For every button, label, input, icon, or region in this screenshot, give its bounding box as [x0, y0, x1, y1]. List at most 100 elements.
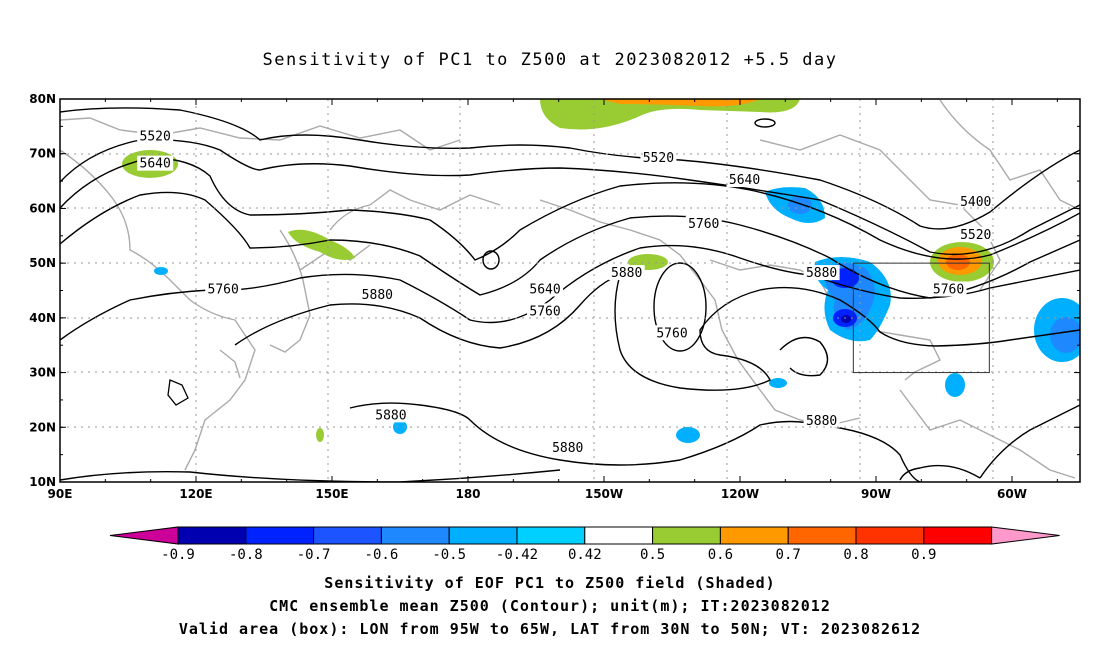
- contour-label-bg: [205, 281, 242, 297]
- contour-label: 5880: [806, 414, 837, 429]
- longitude-label: 120E: [179, 487, 212, 501]
- colorbar-box: [448, 526, 518, 545]
- contour-label: 5880: [375, 408, 406, 423]
- colorbar-label: -0.6: [365, 547, 399, 563]
- map-title: Sensitivity of PC1 to Z500 at 2023082012…: [262, 50, 838, 70]
- contour-label-bg: [957, 226, 994, 242]
- colorbar-label: 0.5: [640, 547, 665, 563]
- shade-negative-us-core3: [841, 315, 851, 323]
- colorbar-box: [719, 526, 789, 545]
- contour-label: 5880: [806, 266, 837, 281]
- contour-label: 5880: [552, 441, 583, 456]
- colorbar-box: [787, 526, 857, 545]
- caption-valid-area: Valid area (box): LON from 95W to 65W, L…: [178, 620, 922, 638]
- shade-positive-arctic-core: [600, 99, 760, 107]
- contour-label: 5760: [208, 283, 239, 298]
- latitude-label: 40N: [29, 311, 56, 325]
- colorbar-label: -0.5: [432, 547, 466, 563]
- colorbar-box: [245, 526, 315, 545]
- contour-label: 5400: [960, 195, 991, 210]
- shade-negative-pacific-small: [393, 420, 407, 434]
- contour-label-bg: [930, 281, 967, 297]
- contour-label-bg: [549, 440, 586, 456]
- latitude-label: 70N: [29, 147, 56, 161]
- contour-label: 5760: [688, 217, 719, 232]
- coastlines: [60, 99, 1080, 479]
- colorbar-label: 0.6: [708, 547, 733, 563]
- longitude-label: 120W: [721, 487, 759, 501]
- colorbar-box: [380, 526, 450, 545]
- latitude-label: 20N: [29, 420, 56, 434]
- contour-label-bg: [803, 412, 840, 428]
- shade-positive-japan: [288, 229, 355, 260]
- contour-label: 5760: [529, 304, 560, 319]
- contour-label-bg: [957, 193, 994, 209]
- shade-positive-small: [316, 428, 324, 442]
- contour-label-bg: [137, 155, 174, 171]
- shade-negative-pacific: [676, 427, 700, 443]
- colorbar-over-triangle: [991, 526, 1060, 545]
- longitude-labels: 90E 120E 150E 180 150W 120W 90W 60W: [48, 487, 1027, 501]
- colorbar-under-triangle: [109, 526, 179, 545]
- longitude-label: 150E: [315, 487, 348, 501]
- contour-label: 5640: [729, 173, 760, 188]
- contour-label: 5640: [140, 157, 171, 172]
- latitude-label: 60N: [29, 201, 56, 215]
- colorbar-label: 0.7: [776, 547, 801, 563]
- contour-label: 5520: [643, 151, 674, 166]
- z500-contours: [60, 107, 1080, 482]
- contour-label: 5880: [611, 266, 642, 281]
- contour-label: 5520: [140, 129, 171, 144]
- colorbar-label: -0.42: [496, 547, 538, 563]
- contour-label: 5520: [960, 228, 991, 243]
- colorbar: -0.9 -0.8 -0.7 -0.6 -0.5 -0.42 0.42 0.5 0.6 0.7 0.…: [109, 526, 1060, 563]
- sensitivity-shading: [122, 99, 1080, 443]
- latitude-label: 50N: [29, 256, 56, 270]
- contour-label-bg: [685, 215, 722, 231]
- colorbar-label: 0.9: [911, 547, 936, 563]
- contour-label: 5760: [656, 326, 687, 341]
- shade-negative-caribbean: [945, 373, 965, 397]
- contour-label-bg: [803, 265, 840, 281]
- colorbar-box: [652, 526, 721, 545]
- colorbar-box: [516, 526, 586, 545]
- longitude-label: 90E: [48, 487, 73, 501]
- colorbar-label: -0.7: [297, 547, 331, 563]
- colorbar-box: [313, 526, 382, 545]
- contour-label: 5640: [529, 283, 560, 298]
- longitude-label: 90W: [861, 487, 891, 501]
- colorbar-label: -0.9: [161, 547, 195, 563]
- latitude-label: 10N: [29, 475, 56, 489]
- shade-negative-canada-core: [788, 196, 812, 214]
- caption-contour: CMC ensemble mean Z500 (Contour); unit(m…: [269, 597, 831, 615]
- shade-negative-asia: [154, 267, 168, 275]
- gridlines: [60, 99, 1080, 482]
- colorbar-box: [855, 526, 925, 545]
- contour-label-bg: [527, 281, 564, 297]
- longitude-label: 180: [455, 487, 480, 501]
- shade-positive-atlantic-inner: [946, 254, 970, 270]
- contour-label-bg: [527, 303, 564, 319]
- contour-label: 5880: [362, 288, 393, 303]
- shade-negative-mexico: [769, 378, 787, 388]
- colorbar-box: [177, 526, 247, 545]
- contour-label-bg: [654, 325, 690, 341]
- contour-label: 5760: [933, 283, 964, 298]
- contour-label-bg: [372, 407, 409, 423]
- valid-area-box: [852, 262, 990, 374]
- latitude-label: 30N: [29, 366, 56, 380]
- latitude-label: 80N: [29, 92, 56, 106]
- shade-positive-arctic: [540, 99, 800, 130]
- longitude-label: 60W: [997, 487, 1027, 501]
- longitude-label: 150W: [585, 487, 623, 501]
- latitude-labels: 80N 70N 60N 50N 40N 30N 20N 10N: [29, 92, 56, 489]
- colorbar-label: 0.8: [843, 547, 868, 563]
- colorbar-box: [584, 526, 654, 545]
- caption-shaded: Sensitivity of EOF PC1 to Z500 field (Sh…: [324, 574, 776, 592]
- shade-negative-east-atlantic-core: [1050, 317, 1080, 353]
- contour-label-bg: [726, 172, 763, 188]
- contour-label-bg: [137, 128, 174, 144]
- contour-labels: 5520 5640 5520 5640 5760 5400 5520 5760 5880 5640…: [137, 128, 994, 456]
- colorbar-box: [923, 526, 993, 545]
